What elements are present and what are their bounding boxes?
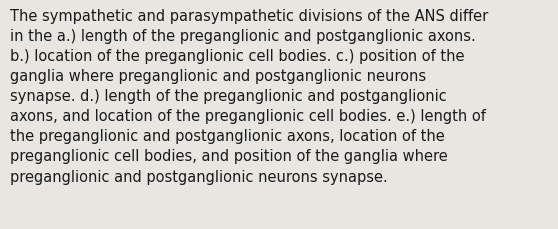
Text: The sympathetic and parasympathetic divisions of the ANS differ
in the a.) lengt: The sympathetic and parasympathetic divi… [10, 9, 488, 184]
